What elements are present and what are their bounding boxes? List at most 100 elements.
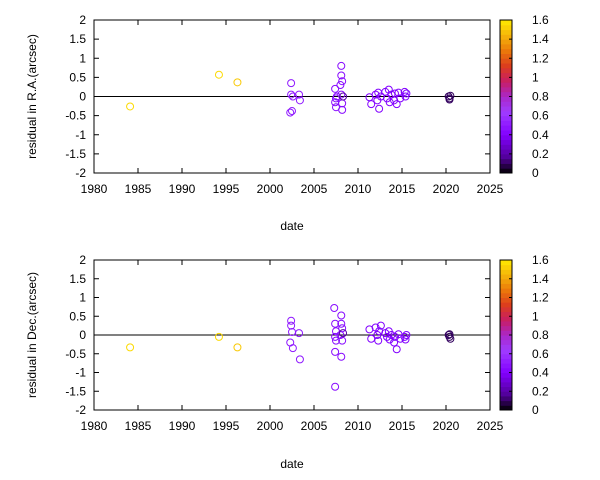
- colorbar-tick-label: 1.4: [532, 272, 549, 286]
- colorbar-band: [500, 149, 512, 155]
- y-tick-label: -2: [75, 403, 86, 417]
- data-point: [287, 90, 296, 99]
- data-point: [338, 324, 347, 333]
- data-point: [337, 90, 346, 99]
- data-point: [331, 382, 340, 391]
- x-tick-label: 2010: [345, 182, 372, 196]
- x-tick-label: 1990: [169, 182, 196, 196]
- colorbar-band: [500, 77, 512, 83]
- colorbar-band: [500, 306, 512, 313]
- x-tick-label: 1985: [125, 419, 152, 433]
- colorbar-band: [500, 86, 512, 93]
- x-tick-label: 2005: [301, 182, 328, 196]
- y-tick-label: -2: [75, 166, 86, 180]
- colorbar-band: [500, 72, 512, 78]
- data-point: [287, 321, 296, 330]
- colorbar-band: [500, 168, 512, 174]
- colorbar-band: [500, 125, 512, 131]
- colorbar-band: [500, 330, 512, 336]
- data-point: [295, 96, 304, 105]
- x-tick-label: 1985: [125, 182, 152, 196]
- y-tick-label: -0.5: [65, 347, 86, 361]
- x-tick-label: 2010: [345, 419, 372, 433]
- x-tick-label: 1995: [213, 182, 240, 196]
- data-point: [339, 92, 348, 101]
- y-tick-label: 0: [79, 328, 86, 342]
- colorbar-band: [500, 58, 512, 64]
- colorbar-band: [500, 377, 512, 383]
- chart-panel-1: 1980 1985 1990 1995 2000 2005 2010 2015 2020 2025…: [25, 13, 549, 233]
- colorbar-band: [500, 91, 512, 97]
- colorbar-band: [500, 20, 512, 26]
- data-point: [332, 92, 341, 101]
- data-point: [331, 347, 340, 356]
- colorbar-band: [500, 144, 512, 150]
- data-point: [214, 332, 223, 341]
- colorbar-band: [500, 367, 512, 373]
- data-point: [126, 343, 135, 352]
- data-point: [338, 99, 347, 108]
- x-tick-label: 2015: [389, 182, 416, 196]
- colorbar-band: [500, 288, 512, 294]
- colorbar-band: [500, 274, 512, 280]
- colorbar-band: [500, 67, 512, 74]
- data-point: [384, 85, 393, 94]
- y-tick-label: 2: [79, 13, 86, 27]
- colorbar-tick-label: 0: [532, 403, 539, 417]
- data-point: [376, 321, 385, 330]
- data-point: [392, 345, 401, 354]
- colorbar-band: [500, 372, 512, 378]
- colorbar-band: [500, 339, 512, 345]
- colorbar-tick-label: 0: [532, 166, 539, 180]
- data-point: [338, 77, 347, 86]
- data-point: [287, 316, 296, 325]
- data-point: [330, 304, 339, 312]
- colorbar-tick-label: 0.6: [532, 109, 549, 123]
- colorbar-band: [500, 82, 512, 88]
- data-point: [373, 331, 382, 339]
- data-point: [385, 98, 394, 107]
- y-tick-label: 1.5: [69, 272, 86, 286]
- x-tick-label: 1995: [213, 419, 240, 433]
- data-point: [337, 311, 346, 320]
- colorbar-band: [500, 344, 512, 350]
- colorbar-tick-label: 1.2: [532, 291, 549, 305]
- x-tick-label: 2005: [301, 419, 328, 433]
- colorbar-tick-label: 0.4: [532, 128, 549, 142]
- data-point: [337, 61, 346, 70]
- x-tick-label: 2025: [477, 182, 504, 196]
- x-tick-label: 1990: [169, 419, 196, 433]
- colorbar-tick-label: 0.2: [532, 147, 549, 161]
- data-point: [331, 332, 340, 341]
- data-point: [286, 108, 295, 117]
- data-point: [337, 71, 346, 80]
- data-point: [396, 334, 405, 343]
- data-point: [446, 91, 455, 100]
- colorbar-band: [500, 302, 512, 308]
- colorbar-band: [500, 63, 512, 69]
- colorbar-band: [500, 316, 512, 322]
- x-tick-label: 2020: [433, 182, 460, 196]
- data-point: [336, 331, 345, 339]
- colorbar-band: [500, 101, 512, 107]
- y-tick-label: -1.5: [65, 147, 86, 161]
- y-tick-label: -1.5: [65, 384, 86, 398]
- colorbar-band: [500, 53, 512, 59]
- data-point: [339, 329, 348, 338]
- data-point: [332, 336, 340, 345]
- colorbar-band: [500, 297, 512, 303]
- colorbar-band: [500, 405, 512, 411]
- data-point: [445, 95, 454, 104]
- x-tick-label: 2000: [257, 419, 284, 433]
- colorbar-band: [500, 381, 512, 388]
- data-point: [396, 94, 405, 103]
- colorbar-tick-label: 1: [532, 70, 539, 84]
- y-tick-label: 0: [79, 90, 86, 104]
- x-tick-label: 2015: [389, 419, 416, 433]
- data-point: [390, 89, 399, 98]
- data-point: [375, 104, 384, 113]
- data-point: [400, 87, 409, 96]
- colorbar-band: [500, 320, 512, 327]
- y-tick-label: 0.5: [69, 309, 86, 323]
- colorbar-tick-label: 1.4: [532, 32, 549, 46]
